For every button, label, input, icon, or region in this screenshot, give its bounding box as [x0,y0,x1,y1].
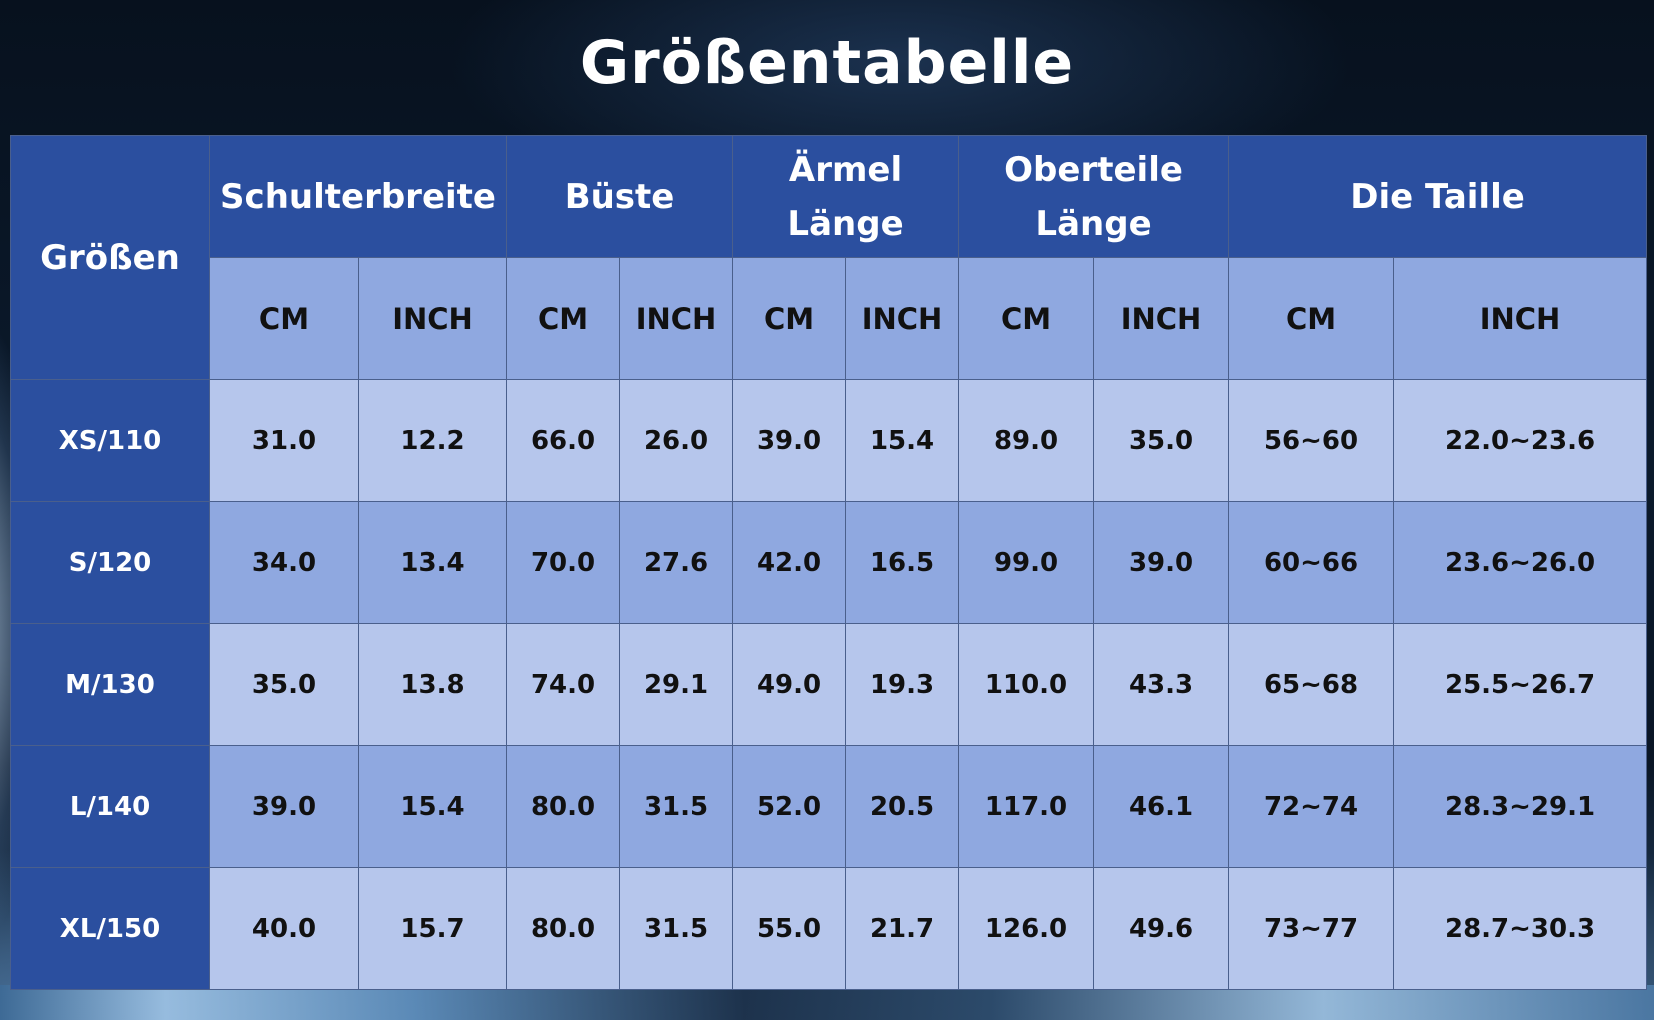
table-cell: 28.3~29.1 [1393,745,1648,868]
table-cell: 40.0 [209,867,359,990]
unit-header: CM [506,257,621,380]
table-cell: 12.2 [357,379,508,502]
page-title: Größentabelle [579,28,1075,98]
unit-header: CM [209,257,359,380]
table-cell: 34.0 [209,501,359,624]
table-row: XS/110 31.0 12.2 66.0 26.0 39.0 15.4 89.… [10,379,1648,502]
size-label: XS/110 [10,379,210,502]
size-label: L/140 [10,745,210,868]
table-cell: 55.0 [732,867,847,990]
table-cell: 31.5 [619,745,734,868]
table-cell: 39.0 [732,379,847,502]
table-cell: 126.0 [958,867,1095,990]
table-row: XL/150 40.0 15.7 80.0 31.5 55.0 21.7 126… [10,867,1648,990]
table-cell: 15.4 [845,379,960,502]
sizes-header: Größen [10,135,210,380]
unit-header: INCH [357,257,508,380]
table-row: L/140 39.0 15.4 80.0 31.5 52.0 20.5 117.… [10,745,1648,868]
table-cell: 43.3 [1093,623,1230,746]
table-cell: 25.5~26.7 [1393,623,1648,746]
table-cell: 19.3 [845,623,960,746]
table-cell: 15.4 [357,745,508,868]
group-header-row: Größen Schulterbreite Büste Ärmel Länge … [10,135,1648,380]
table-cell: 27.6 [619,501,734,624]
unit-header: CM [958,257,1095,380]
table-cell: 80.0 [506,867,621,990]
table-cell: 20.5 [845,745,960,868]
group-header-bueste: Büste [506,135,734,258]
table-cell: 49.0 [732,623,847,746]
table-cell: 13.4 [357,501,508,624]
table-cell: 15.7 [357,867,508,990]
group-header-die-taille: Die Taille [1228,135,1648,258]
table-cell: 89.0 [958,379,1095,502]
unit-header: CM [732,257,847,380]
table-cell: 28.7~30.3 [1393,867,1648,990]
table-cell: 39.0 [1093,501,1230,624]
table-cell: 49.6 [1093,867,1230,990]
unit-header: INCH [1093,257,1230,380]
size-label: XL/150 [10,867,210,990]
table-cell: 35.0 [1093,379,1230,502]
table-cell: 72~74 [1228,745,1395,868]
table-cell: 26.0 [619,379,734,502]
size-chart-table: Größen Schulterbreite Büste Ärmel Länge … [10,135,1648,990]
table-cell: 52.0 [732,745,847,868]
table-cell: 65~68 [1228,623,1395,746]
table-cell: 23.6~26.0 [1393,501,1648,624]
table-cell: 99.0 [958,501,1095,624]
table-cell: 29.1 [619,623,734,746]
table-cell: 16.5 [845,501,960,624]
table-cell: 56~60 [1228,379,1395,502]
table-cell: 22.0~23.6 [1393,379,1648,502]
unit-header: INCH [845,257,960,380]
table-cell: 74.0 [506,623,621,746]
table-cell: 117.0 [958,745,1095,868]
unit-header: INCH [1393,257,1648,380]
table-cell: 80.0 [506,745,621,868]
table-cell: 66.0 [506,379,621,502]
group-header-schulterbreite: Schulterbreite [208,135,508,258]
table-cell: 42.0 [732,501,847,624]
table-row: S/120 34.0 13.4 70.0 27.6 42.0 16.5 99.0… [10,501,1648,624]
size-label: M/130 [10,623,210,746]
table-cell: 31.5 [619,867,734,990]
table-cell: 35.0 [209,623,359,746]
table-cell: 73~77 [1228,867,1395,990]
table-cell: 70.0 [506,501,621,624]
unit-header-row: CM INCH CM INCH CM INCH CM INCH CM INCH [11,257,1648,380]
table-cell: 39.0 [209,745,359,868]
group-header-aermel-laenge: Ärmel Länge [732,135,960,258]
table-cell: 46.1 [1093,745,1230,868]
table-row: M/130 35.0 13.8 74.0 29.1 49.0 19.3 110.… [10,623,1648,746]
table-cell: 31.0 [209,379,359,502]
size-label: S/120 [10,501,210,624]
group-header-oberteile-laenge: Oberteile Länge [958,135,1230,258]
unit-header: INCH [619,257,734,380]
table-cell: 60~66 [1228,501,1395,624]
table-cell: 21.7 [845,867,960,990]
table-cell: 13.8 [357,623,508,746]
table-cell: 110.0 [958,623,1095,746]
background-glow-bottom [0,985,1654,1020]
unit-header: CM [1228,257,1395,380]
